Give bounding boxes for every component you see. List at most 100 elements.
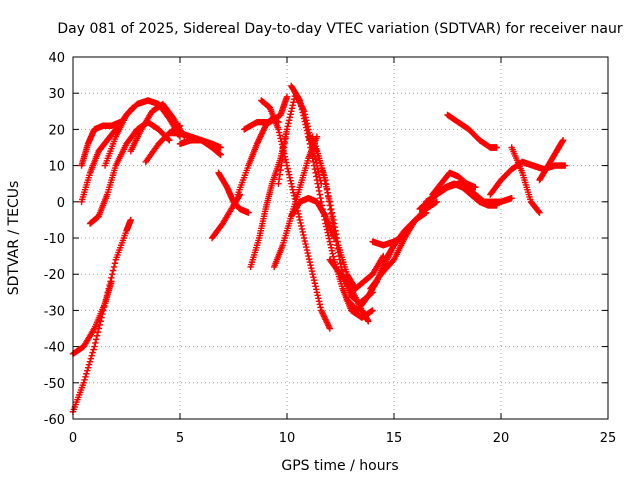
series-arc-35 <box>536 137 567 184</box>
data-point <box>288 105 296 112</box>
data-point <box>319 168 326 175</box>
data-point <box>166 137 173 144</box>
data-point <box>127 216 134 224</box>
data-point <box>297 219 304 227</box>
data-point <box>312 283 319 290</box>
data-point <box>562 162 569 169</box>
y-tick-label: -10 <box>44 232 65 247</box>
data-point <box>320 174 328 181</box>
data-point <box>508 194 515 202</box>
data-point <box>217 151 224 158</box>
data-point <box>276 171 284 178</box>
data-point <box>328 247 336 254</box>
y-tick-label: -40 <box>44 341 65 356</box>
series-arc-29 <box>429 169 479 198</box>
data-point <box>298 225 306 233</box>
data-point <box>313 176 321 184</box>
data-point <box>328 209 336 216</box>
data-point <box>94 328 102 336</box>
data-point <box>295 96 303 103</box>
data-point <box>275 126 282 133</box>
data-point <box>316 301 324 308</box>
series-arc-33 <box>508 144 543 216</box>
data-point <box>89 349 96 356</box>
data-point <box>286 174 294 181</box>
data-point <box>290 99 297 106</box>
data-point <box>278 138 285 145</box>
data-point <box>245 209 252 216</box>
y-tick-label: 30 <box>48 87 65 102</box>
data-point <box>176 122 184 129</box>
data-point <box>300 234 308 242</box>
data-point <box>303 246 311 254</box>
x-tick-label: 0 <box>69 431 77 446</box>
data-point <box>315 187 323 195</box>
data-point <box>110 263 118 271</box>
data-point <box>536 209 543 216</box>
data-point <box>288 183 296 190</box>
data-point <box>337 260 344 267</box>
data-point <box>317 194 324 202</box>
data-point <box>284 123 291 130</box>
data-point <box>280 148 287 156</box>
data-point <box>217 144 224 151</box>
data-point <box>304 130 311 137</box>
series-arc-16 <box>258 97 333 332</box>
data-point <box>313 289 321 296</box>
data-point <box>305 255 313 263</box>
data-point <box>86 358 94 365</box>
data-point <box>282 135 289 142</box>
data-point <box>321 177 329 184</box>
data-point <box>313 286 320 293</box>
data-point <box>314 180 321 187</box>
axis-ticks: -60 -50 -40 -30 -20 -10 0 10 20 30 40 0 5 10 15 20 25 <box>44 51 617 446</box>
data-point <box>84 364 92 371</box>
data-point <box>299 228 306 236</box>
x-axis-label: GPS time / hours <box>281 458 398 474</box>
series-arc-25 <box>367 209 430 292</box>
data-point <box>80 379 87 386</box>
data-point <box>287 111 294 118</box>
data-point <box>82 373 89 380</box>
data-point <box>301 118 309 125</box>
data-point <box>297 100 304 107</box>
data-point <box>295 213 303 221</box>
data-point <box>330 253 337 260</box>
data-point <box>295 210 302 218</box>
y-tick-label: -60 <box>44 413 65 428</box>
x-tick-label: 5 <box>176 431 184 446</box>
plot-frame <box>72 56 609 420</box>
series-arc-12 <box>215 169 252 216</box>
data-point <box>306 258 314 266</box>
data-point <box>279 153 286 160</box>
data-point <box>327 202 334 209</box>
data-point <box>90 346 97 353</box>
data-point <box>111 260 119 267</box>
y-tick-label: 10 <box>48 160 65 175</box>
data-point <box>315 295 322 302</box>
data-point <box>109 271 116 278</box>
x-tick-label: 15 <box>386 431 403 446</box>
data-point <box>309 155 316 162</box>
data-point <box>330 216 337 224</box>
data-point <box>276 132 284 139</box>
data-point <box>325 192 332 199</box>
data-point <box>331 223 338 231</box>
data-point <box>308 147 315 155</box>
y-tick-label: -50 <box>44 377 65 392</box>
data-point <box>323 186 331 193</box>
data-point <box>318 165 326 172</box>
series-arc-27 <box>380 198 440 271</box>
data-point <box>275 129 283 136</box>
series-arc-4 <box>78 118 124 169</box>
series-arc-31 <box>444 111 500 151</box>
data-point <box>283 126 291 133</box>
data-point <box>333 231 340 238</box>
data-point <box>296 97 304 104</box>
data-point <box>365 318 372 325</box>
data-point <box>286 114 294 121</box>
data-point <box>305 252 312 260</box>
data-point <box>559 137 567 144</box>
data-point <box>308 151 316 158</box>
